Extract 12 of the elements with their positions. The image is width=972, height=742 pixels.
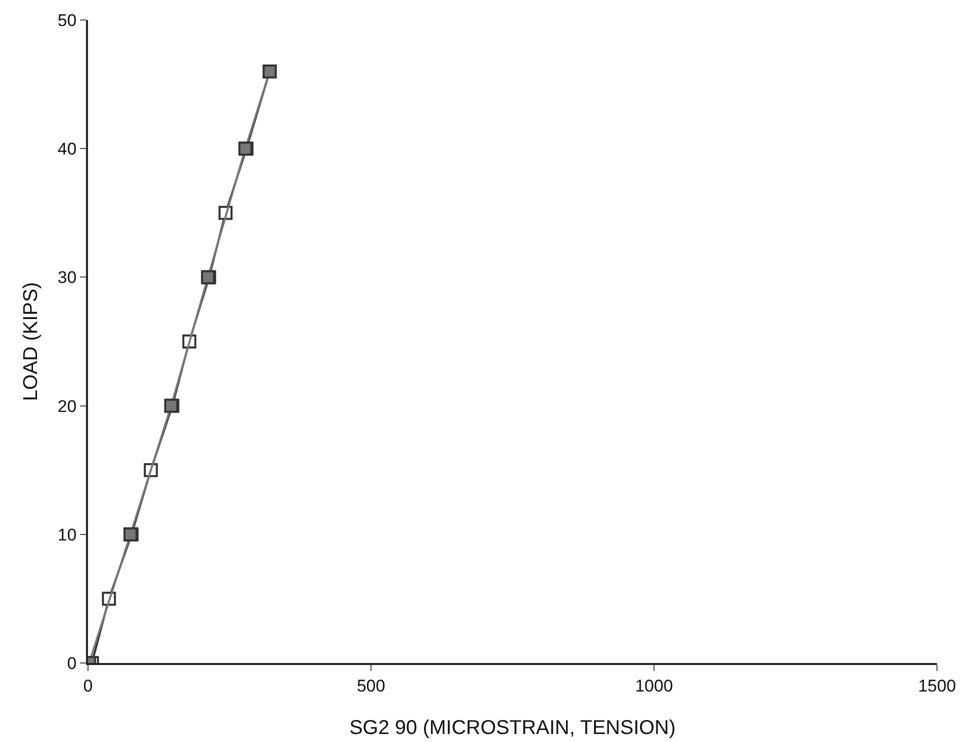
y-tick-label: 50 (58, 10, 77, 30)
x-axis-title: SG2 90 (MICROSTRAIN, TENSION) (349, 717, 676, 739)
x-tick-label: 1500 (918, 676, 956, 696)
y-tick-label: 0 (67, 654, 77, 673)
x-tick-label: 0 (83, 676, 93, 696)
y-tick-label: 30 (58, 268, 77, 288)
x-tick-label: 500 (356, 676, 386, 696)
x-tick-label: 1000 (635, 676, 673, 696)
y-axis-title: LOAD (KIPS) (20, 282, 42, 401)
y-tick-label: 40 (58, 140, 77, 159)
y-tick-label: 10 (58, 525, 77, 544)
y-tick-label: 20 (58, 396, 77, 416)
